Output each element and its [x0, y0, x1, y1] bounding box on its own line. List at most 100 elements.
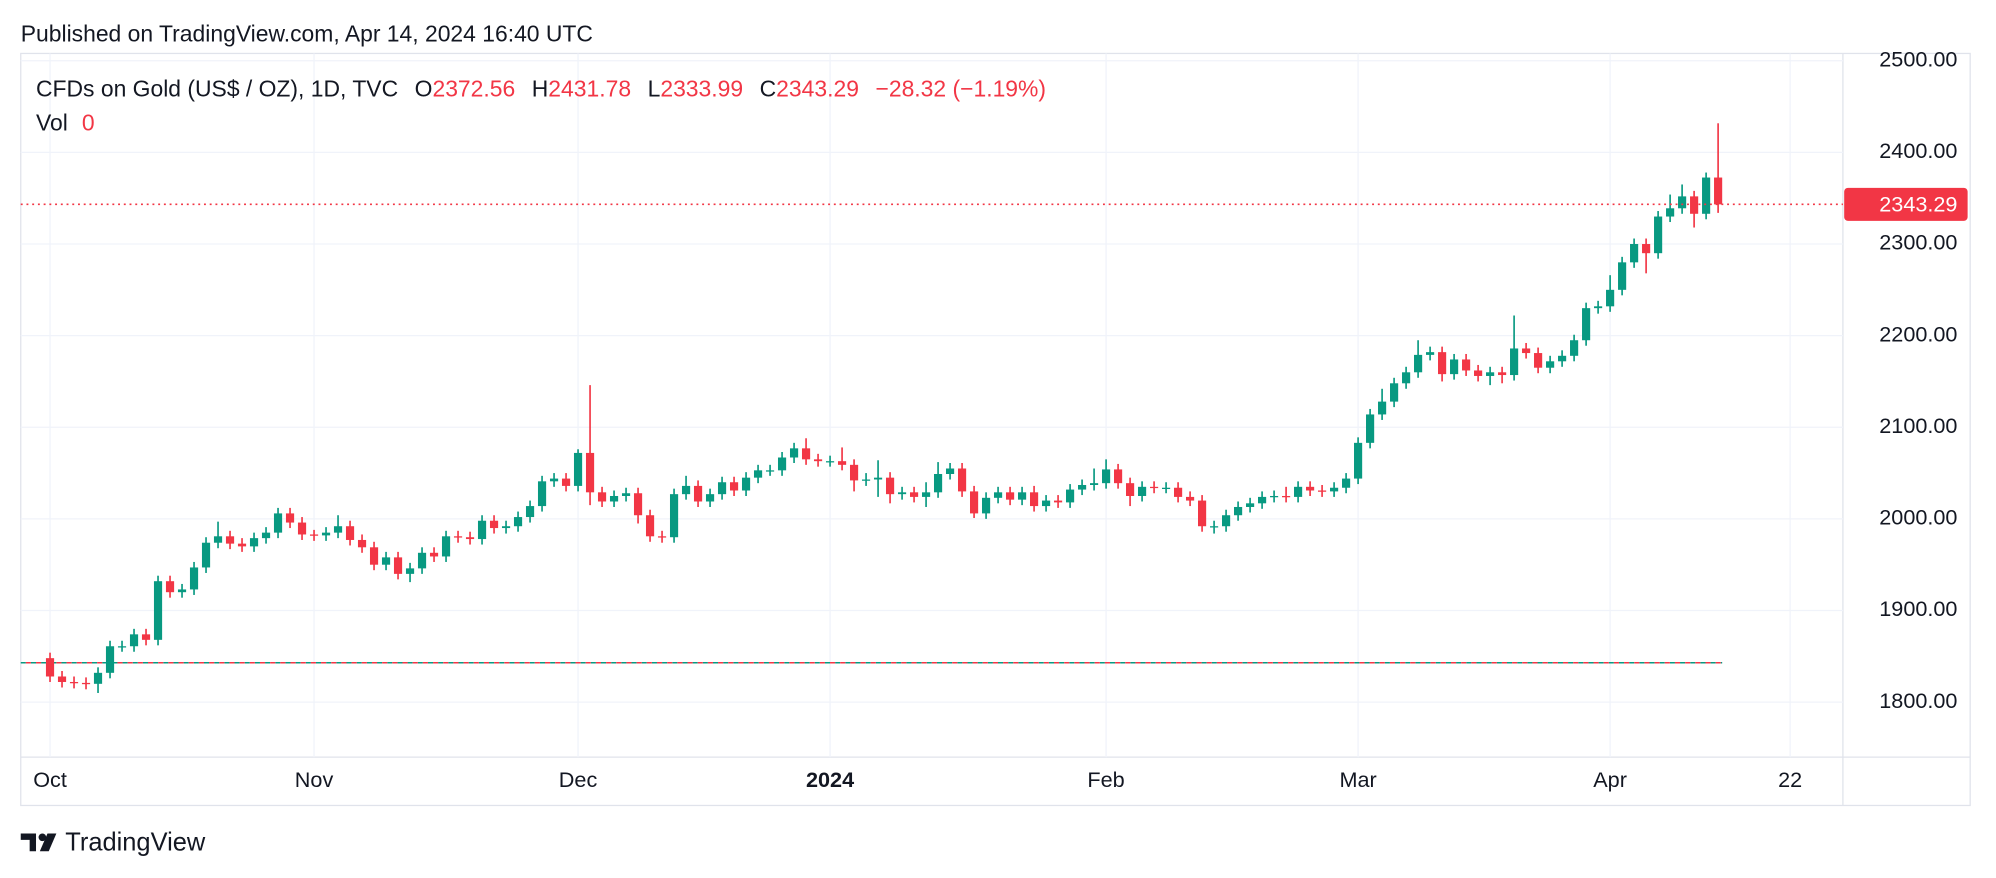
brand-name: TradingView	[65, 828, 206, 856]
candle-body	[681, 485, 691, 495]
candle-body	[1210, 526, 1219, 528]
candle-body	[57, 676, 67, 682]
candle-body	[1438, 352, 1447, 375]
candle-body	[777, 457, 787, 471]
high-value: 2431.78	[548, 75, 631, 101]
candle-body	[477, 520, 487, 540]
candle-body	[1606, 289, 1615, 307]
y-tick-label: 2200.00	[1879, 321, 1957, 346]
candle-body	[705, 494, 715, 502]
candle-body	[657, 536, 667, 538]
candle-body	[453, 536, 463, 538]
candle-body	[201, 542, 211, 568]
ohlc-letter: H	[532, 75, 549, 101]
candle-body	[873, 477, 883, 480]
candle-body	[1450, 359, 1459, 375]
candle-body	[969, 491, 979, 514]
candle-body	[1138, 486, 1147, 496]
volume-legend: Vol 0	[36, 110, 95, 136]
candle-body	[489, 520, 499, 529]
candle-body	[1234, 506, 1243, 516]
x-tick-label: Dec	[559, 767, 598, 792]
candle-body	[765, 470, 775, 472]
candle-body	[105, 646, 115, 673]
candle-body	[837, 461, 847, 465]
candle-body	[1378, 401, 1387, 415]
candle-body	[1414, 354, 1423, 373]
change-value: −28.32 (−1.19%)	[875, 75, 1046, 101]
candle-body	[1618, 262, 1627, 290]
candle-body	[357, 539, 367, 548]
candle-body	[669, 494, 679, 538]
legend-header: CFDs on Gold (US$ / OZ), 1D, TVC O2372.5…	[36, 75, 1046, 101]
candle-body	[153, 581, 163, 640]
candle-body	[1570, 340, 1579, 356]
candle-body	[249, 538, 259, 547]
candle-body	[729, 482, 739, 491]
published-note: Published on TradingView.com, Apr 14, 20…	[21, 21, 593, 47]
candle-body	[165, 581, 175, 593]
candle-body	[1005, 492, 1015, 500]
candle-body	[585, 452, 595, 493]
candle-body	[237, 543, 247, 547]
candle-body	[813, 459, 823, 462]
candle-body	[189, 567, 199, 590]
candle-body	[213, 536, 223, 543]
candle-body	[1354, 442, 1363, 479]
low-value: 2333.99	[660, 75, 743, 101]
candle-body	[933, 473, 943, 493]
candle-body	[1654, 216, 1663, 254]
candle-body	[1089, 483, 1099, 485]
logo-shape	[39, 833, 57, 852]
candle-body	[297, 522, 307, 535]
y-tick-label: 2000.00	[1879, 505, 1957, 530]
candle-body	[525, 506, 535, 518]
candle-body	[417, 552, 427, 569]
candle-body	[501, 526, 511, 529]
ohlc-letter: C	[760, 75, 777, 101]
volume-value: 0	[82, 110, 95, 136]
x-tick-label: Oct	[33, 767, 67, 792]
candle-body	[1666, 208, 1675, 217]
candle-body	[993, 492, 1003, 498]
y-tick-label: 2500.00	[1879, 46, 1957, 71]
candle-body	[93, 672, 103, 684]
candle-body	[693, 485, 703, 502]
candle-body	[309, 534, 319, 536]
candle-body	[1342, 478, 1351, 488]
candle-body	[645, 515, 655, 537]
candle-body	[1282, 495, 1291, 498]
volume-label: Vol	[36, 110, 68, 136]
candle-body	[573, 452, 583, 486]
candle-body	[429, 552, 439, 557]
candle-body	[369, 547, 379, 565]
close-value: 2343.29	[776, 75, 859, 101]
candle-body	[513, 517, 523, 527]
candle-body	[1174, 487, 1183, 497]
logo-shape	[20, 833, 37, 852]
candle-body	[1186, 496, 1195, 501]
candle-body	[609, 495, 619, 502]
candle-body	[465, 537, 475, 540]
candle-body	[861, 479, 871, 481]
chart-frame	[20, 52, 1971, 807]
candle-body	[741, 477, 751, 491]
candle-body	[1330, 487, 1339, 492]
y-tick-label: 1900.00	[1879, 596, 1957, 621]
y-tick-label: 2100.00	[1879, 413, 1957, 438]
candle-body	[801, 448, 811, 460]
candle-body	[1486, 372, 1495, 376]
candle-body	[129, 634, 139, 647]
candle-body	[1162, 487, 1171, 490]
candle-body	[321, 532, 331, 536]
candle-body	[1426, 352, 1435, 355]
candle-body	[273, 513, 283, 533]
candle-body	[1270, 495, 1279, 498]
candle-body	[633, 493, 643, 516]
candle-body	[177, 589, 187, 593]
candle-body	[909, 492, 919, 497]
candle-body	[885, 477, 895, 495]
candle-body	[1126, 483, 1135, 496]
y-tick-label: 1800.00	[1879, 688, 1957, 713]
